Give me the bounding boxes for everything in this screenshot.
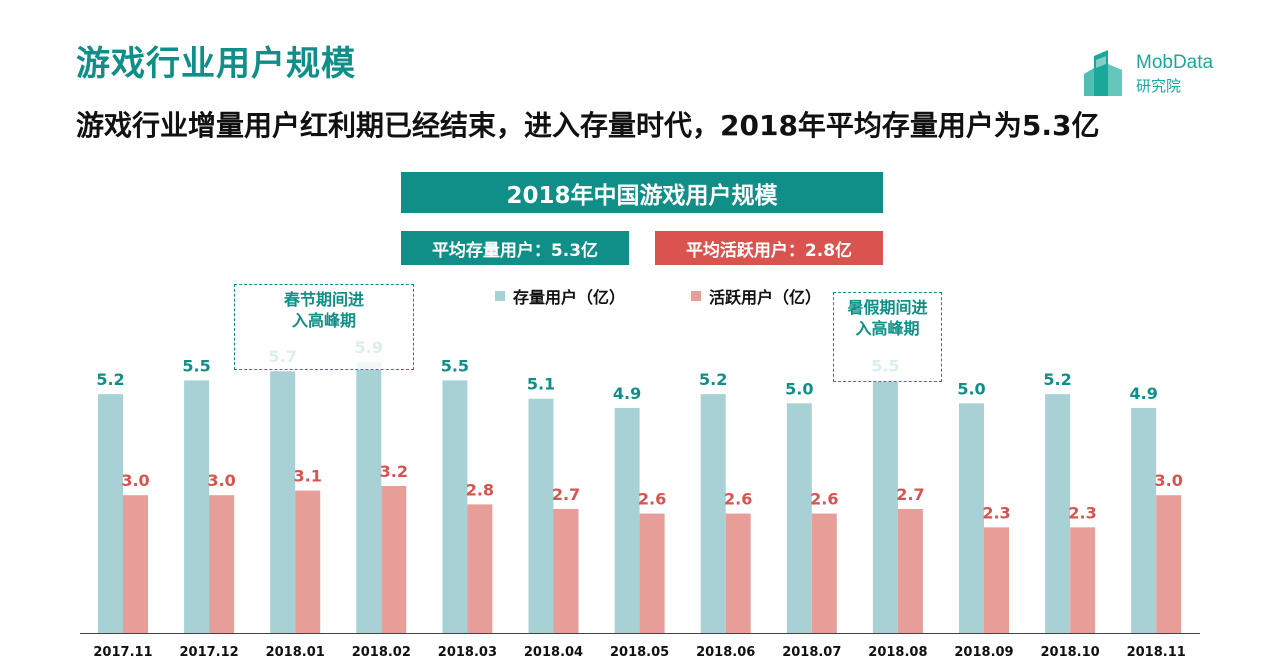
- bar-stock-2018.09: [959, 403, 984, 633]
- bar-stock-2018.01: [270, 371, 296, 633]
- legend-active-label: 活跃用户（亿）: [709, 288, 822, 307]
- page-subtitle: 游戏行业增量用户红利期已经结束，进入存量时代，2018年平均存量用户为5.3亿: [76, 109, 1100, 142]
- bar-active-2018.10: [1070, 527, 1096, 633]
- bar-active-2017.11: [123, 495, 148, 633]
- x-tick-label-2018.08: 2018.08: [868, 645, 927, 660]
- x-tick-label-2018.05: 2018.05: [610, 645, 669, 660]
- data-label-active-2018.10: 2.3: [1068, 503, 1096, 522]
- data-label-stock-2018.06: 5.2: [699, 370, 727, 389]
- bar-stock-2018.10: [1045, 394, 1071, 633]
- bar-stock-2017.11: [98, 394, 123, 633]
- mobdata-logo: MobData 研究院: [1082, 48, 1252, 98]
- data-label-active-2018.09: 2.3: [982, 503, 1010, 522]
- avg-active-badge: 平均活跃用户：2.8亿: [655, 231, 883, 265]
- data-label-active-2018.03: 2.8: [466, 480, 494, 499]
- x-tick-label-2018.03: 2018.03: [438, 645, 497, 660]
- bar-stock-2018.02: [356, 362, 382, 633]
- data-label-active-2018.04: 2.7: [552, 485, 580, 504]
- bar-active-2018.03: [467, 504, 493, 633]
- bar-active-2017.12: [209, 495, 235, 633]
- x-tick-label-2018.06: 2018.06: [696, 645, 755, 660]
- bar-active-2018.07: [811, 513, 837, 633]
- legend-active: 活跃用户（亿）: [691, 284, 821, 308]
- data-label-stock-2018.04: 5.1: [527, 375, 555, 394]
- data-label-stock-2018.07: 5.0: [785, 379, 813, 398]
- data-label-active-2018.06: 2.6: [724, 490, 752, 509]
- bar-active-2018.08: [897, 508, 923, 633]
- x-tick-label-2018.02: 2018.02: [352, 645, 411, 660]
- x-tick-label-2018.07: 2018.07: [782, 645, 841, 660]
- annotation-summer-vacation: 暑假期间进 入高峰期: [833, 292, 942, 382]
- logo-subtitle: 研究院: [1136, 77, 1182, 95]
- bar-active-2018.11: [1156, 495, 1182, 633]
- annotation-spring-festival: 春节期间进 入高峰期: [234, 284, 414, 370]
- chart-title: 2018年中国游戏用户规模: [401, 172, 883, 213]
- data-label-stock-2018.09: 5.0: [957, 379, 985, 398]
- data-label-active-2018.08: 2.7: [896, 485, 924, 504]
- data-label-stock-2017.12: 5.5: [182, 356, 210, 375]
- data-label-active-2018.05: 2.6: [638, 490, 666, 509]
- x-tick-label-2017.11: 2017.11: [93, 645, 152, 660]
- data-label-active-2018.01: 3.1: [294, 467, 322, 486]
- bar-stock-2018.11: [1131, 407, 1157, 633]
- data-label-active-2018.11: 3.0: [1155, 471, 1183, 490]
- annotation-spring-line1: 春节期间进: [283, 290, 364, 309]
- bar-stock-2017.12: [184, 380, 210, 633]
- avg-stock-badge: 平均存量用户：5.3亿: [401, 231, 629, 265]
- data-label-stock-2018.11: 4.9: [1130, 384, 1158, 403]
- bar-stock-2018.08: [872, 380, 898, 633]
- data-label-active-2017.12: 3.0: [207, 471, 235, 490]
- bar-active-2018.09: [984, 527, 1009, 633]
- annotation-summer-line1: 暑假期间进: [847, 298, 928, 317]
- bar-active-2018.05: [639, 513, 665, 633]
- x-tick-label-2018.10: 2018.10: [1040, 645, 1099, 660]
- building-logo-icon: [1084, 50, 1122, 96]
- data-label-stock-2018.05: 4.9: [613, 384, 641, 403]
- bar-active-2018.06: [725, 513, 751, 633]
- data-label-active-2018.07: 2.6: [810, 490, 838, 509]
- data-label-stock-2018.03: 5.5: [441, 356, 469, 375]
- bar-stock-2018.05: [614, 407, 640, 633]
- legend-stock: 存量用户（亿）: [495, 284, 625, 308]
- annotation-summer-line2: 入高峰期: [855, 319, 920, 338]
- bar-stock-2018.04: [528, 398, 554, 633]
- bar-stock-2018.06: [700, 394, 726, 633]
- bar-stock-2018.03: [442, 380, 468, 633]
- logo-name: MobData: [1136, 52, 1214, 73]
- x-tick-label-2018.09: 2018.09: [954, 645, 1013, 660]
- data-label-stock-2017.11: 5.2: [96, 370, 124, 389]
- data-label-active-2018.02: 3.2: [380, 462, 408, 481]
- x-tick-label-2018.11: 2018.11: [1127, 645, 1186, 660]
- annotation-spring-line2: 入高峰期: [291, 311, 356, 330]
- bar-stock-2018.07: [786, 403, 812, 633]
- bar-active-2018.02: [381, 486, 407, 633]
- bar-active-2018.04: [553, 508, 579, 633]
- legend-stock-label: 存量用户（亿）: [513, 288, 626, 307]
- legend-stock-swatch: [495, 291, 505, 301]
- x-tick-label-2018.04: 2018.04: [524, 645, 583, 660]
- legend-active-swatch: [691, 291, 701, 301]
- x-tick-label-2018.01: 2018.01: [266, 645, 325, 660]
- data-label-active-2017.11: 3.0: [121, 471, 149, 490]
- x-tick-label-2017.12: 2017.12: [179, 645, 238, 660]
- data-label-stock-2018.10: 5.2: [1043, 370, 1071, 389]
- page-title: 游戏行业用户规模: [76, 44, 356, 84]
- bar-active-2018.01: [295, 490, 321, 633]
